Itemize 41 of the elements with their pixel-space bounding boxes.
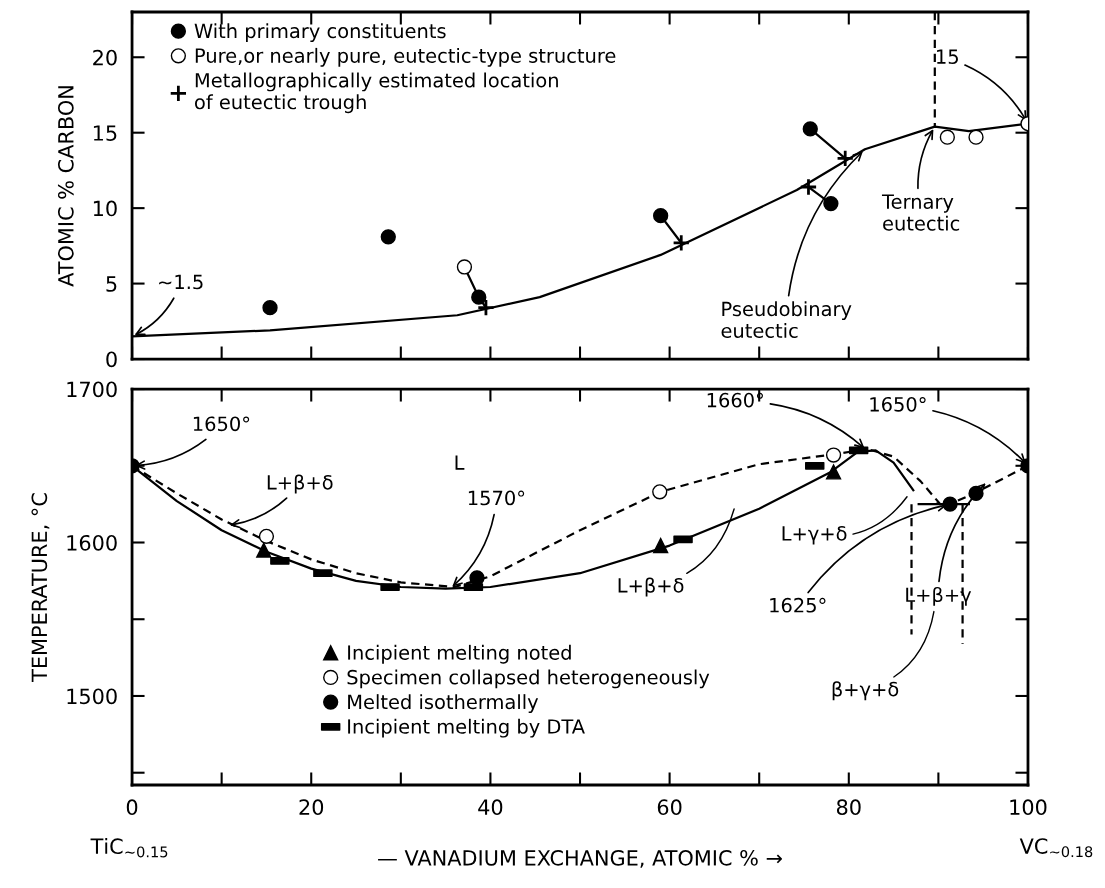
annotation: L+β+δ — [267, 474, 333, 494]
y-tick-label: 0 — [106, 351, 117, 368]
y-tick-label: 5 — [106, 276, 117, 292]
x-tick-label: 60 — [657, 799, 682, 816]
legend-label: With primary constituents — [194, 23, 446, 43]
annotation: 1650° — [870, 396, 926, 412]
legend-label: Specimen collapsed heterogeneously — [347, 669, 710, 689]
y-tick-label: 1500 — [67, 688, 117, 705]
x-tick-label: 0 — [126, 799, 138, 816]
text: TiC$_{∼0.15}$ — [90, 837, 168, 858]
x-axis-title: — VANADIUM EXCHANGE, ATOMIC % → — [378, 849, 782, 868]
annotation: ~1.5 — [159, 274, 203, 290]
annotation: L+β+γ — [906, 586, 972, 606]
y-tick-label: 1600 — [67, 534, 117, 551]
legend-label: Incipient melting by DTA — [348, 718, 585, 738]
annotation: 15 — [937, 49, 958, 65]
annotation: Ternary eutectic — [881, 194, 960, 231]
legend-label: Metallographically estimated location of eutectic trough — [195, 72, 558, 114]
x-tick-label: 100 — [1010, 799, 1047, 816]
annotation: Pseudobinary eutectic — [721, 301, 852, 339]
y-axis-title: TEMPERATURE, °C — [31, 493, 50, 682]
x-tick-label: 40 — [478, 799, 503, 816]
legend-label: Incipient melting noted — [348, 644, 571, 664]
y-tick-label: 1700 — [67, 381, 117, 398]
annotation: L+γ+δ — [782, 526, 847, 545]
x-tick-label: 20 — [299, 799, 324, 816]
annotation: 1570° — [468, 490, 525, 506]
annotation: 1650° — [193, 416, 250, 432]
y-tick-label: 15 — [93, 125, 117, 141]
legend-label: Pure,or nearly pure, eutectic-type structure — [195, 47, 616, 67]
x-tick-label: 80 — [836, 799, 861, 816]
y-tick-label: 20 — [93, 49, 117, 66]
y-tick-label: 10 — [93, 200, 117, 217]
annotation: β+γ+δ — [832, 681, 899, 701]
annotation: L+β+δ — [618, 577, 684, 597]
y-axis-title: ATOMIC % CARBON — [57, 86, 74, 287]
legend-label: Melted isothermally — [348, 694, 539, 713]
annotation: 1660° — [707, 392, 763, 408]
text: VC$_{∼0.18}$ — [1019, 838, 1093, 858]
annotation: 1625° — [770, 597, 826, 613]
annotation: L — [455, 455, 465, 470]
